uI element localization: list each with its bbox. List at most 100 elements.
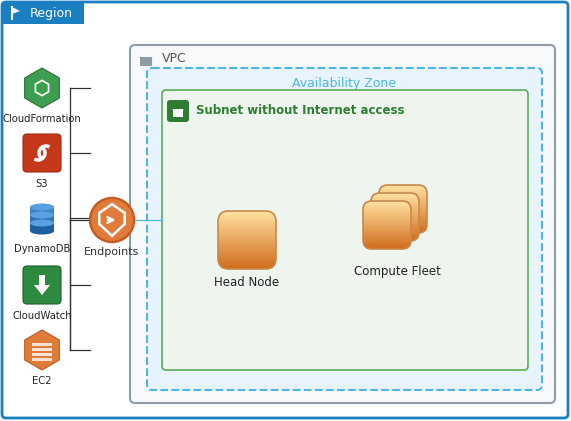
Bar [371, 198, 419, 200]
Bar [379, 198, 427, 200]
Bar [379, 215, 427, 217]
Bar [371, 217, 419, 219]
Bar [218, 213, 276, 215]
Bar [371, 232, 419, 233]
Bar [218, 246, 276, 248]
Bar [363, 236, 411, 238]
Bar [379, 231, 427, 232]
Bar [379, 217, 427, 219]
Ellipse shape [30, 211, 54, 218]
Ellipse shape [30, 203, 54, 210]
Bar [363, 247, 411, 248]
Bar [379, 227, 427, 229]
Bar [379, 189, 427, 191]
Bar [379, 211, 427, 213]
Bar [371, 195, 419, 197]
Bar [363, 207, 411, 209]
Bar [363, 225, 411, 227]
Bar [173, 109, 183, 117]
Bar [379, 197, 427, 199]
Bar [218, 253, 276, 255]
Circle shape [90, 198, 134, 242]
Bar [379, 226, 427, 228]
Bar [371, 230, 419, 232]
Text: DynamoDB: DynamoDB [14, 244, 70, 254]
Bar [371, 223, 419, 225]
Polygon shape [12, 7, 20, 14]
FancyBboxPatch shape [23, 266, 61, 304]
Bar [371, 215, 419, 216]
FancyBboxPatch shape [130, 45, 555, 403]
Bar [379, 214, 427, 216]
Bar [363, 226, 411, 228]
Text: Head Node: Head Node [215, 275, 280, 288]
Bar [218, 250, 276, 253]
Bar [371, 208, 419, 209]
Bar [218, 237, 276, 240]
Bar [32, 348, 52, 351]
Text: EC2: EC2 [32, 376, 52, 386]
Bar [218, 220, 276, 222]
Bar [371, 228, 419, 230]
Text: VPC: VPC [162, 53, 187, 66]
Bar [379, 185, 427, 187]
Bar [379, 208, 427, 210]
Bar [363, 203, 411, 205]
Text: Endpoints: Endpoints [85, 247, 140, 257]
Text: Compute Fleet: Compute Fleet [353, 264, 440, 277]
Bar [32, 353, 52, 355]
Bar [379, 205, 427, 208]
Bar [379, 186, 427, 188]
Bar [363, 227, 411, 229]
Bar [371, 204, 419, 206]
Bar [363, 219, 411, 221]
Bar [371, 212, 419, 214]
Bar [363, 245, 411, 248]
Bar [363, 240, 411, 242]
Bar [371, 203, 419, 205]
Bar [371, 199, 419, 201]
Bar [379, 220, 427, 222]
Bar [379, 224, 427, 225]
Text: Availability Zone: Availability Zone [292, 77, 396, 91]
Bar [218, 244, 276, 247]
Bar [371, 225, 419, 227]
Bar [379, 232, 427, 234]
Bar [371, 194, 419, 196]
Bar [218, 218, 276, 221]
Bar [218, 211, 276, 213]
Bar [371, 219, 419, 221]
Bar [379, 195, 427, 197]
Bar [371, 210, 419, 212]
Bar [363, 209, 411, 211]
Polygon shape [25, 330, 59, 370]
FancyBboxPatch shape [147, 68, 542, 390]
Bar [218, 230, 276, 232]
Bar [371, 235, 419, 237]
Bar [363, 237, 411, 239]
Ellipse shape [30, 219, 54, 226]
Bar [218, 256, 276, 258]
Bar [371, 240, 419, 242]
Bar [363, 234, 411, 237]
Bar [32, 343, 52, 346]
Bar [140, 57, 152, 66]
Bar [371, 237, 419, 240]
Bar [363, 230, 411, 232]
Bar [379, 228, 427, 230]
Bar [218, 217, 276, 219]
Bar [371, 221, 419, 223]
Bar [371, 201, 419, 203]
Bar [371, 232, 419, 234]
Bar [218, 234, 276, 237]
Bar [379, 210, 427, 212]
Bar [363, 224, 411, 226]
Bar [379, 224, 427, 226]
Ellipse shape [30, 219, 54, 226]
Bar [363, 232, 411, 234]
Bar [379, 204, 427, 206]
Bar [363, 229, 411, 231]
Bar [371, 234, 419, 236]
Bar [371, 216, 419, 218]
Bar [371, 193, 419, 195]
